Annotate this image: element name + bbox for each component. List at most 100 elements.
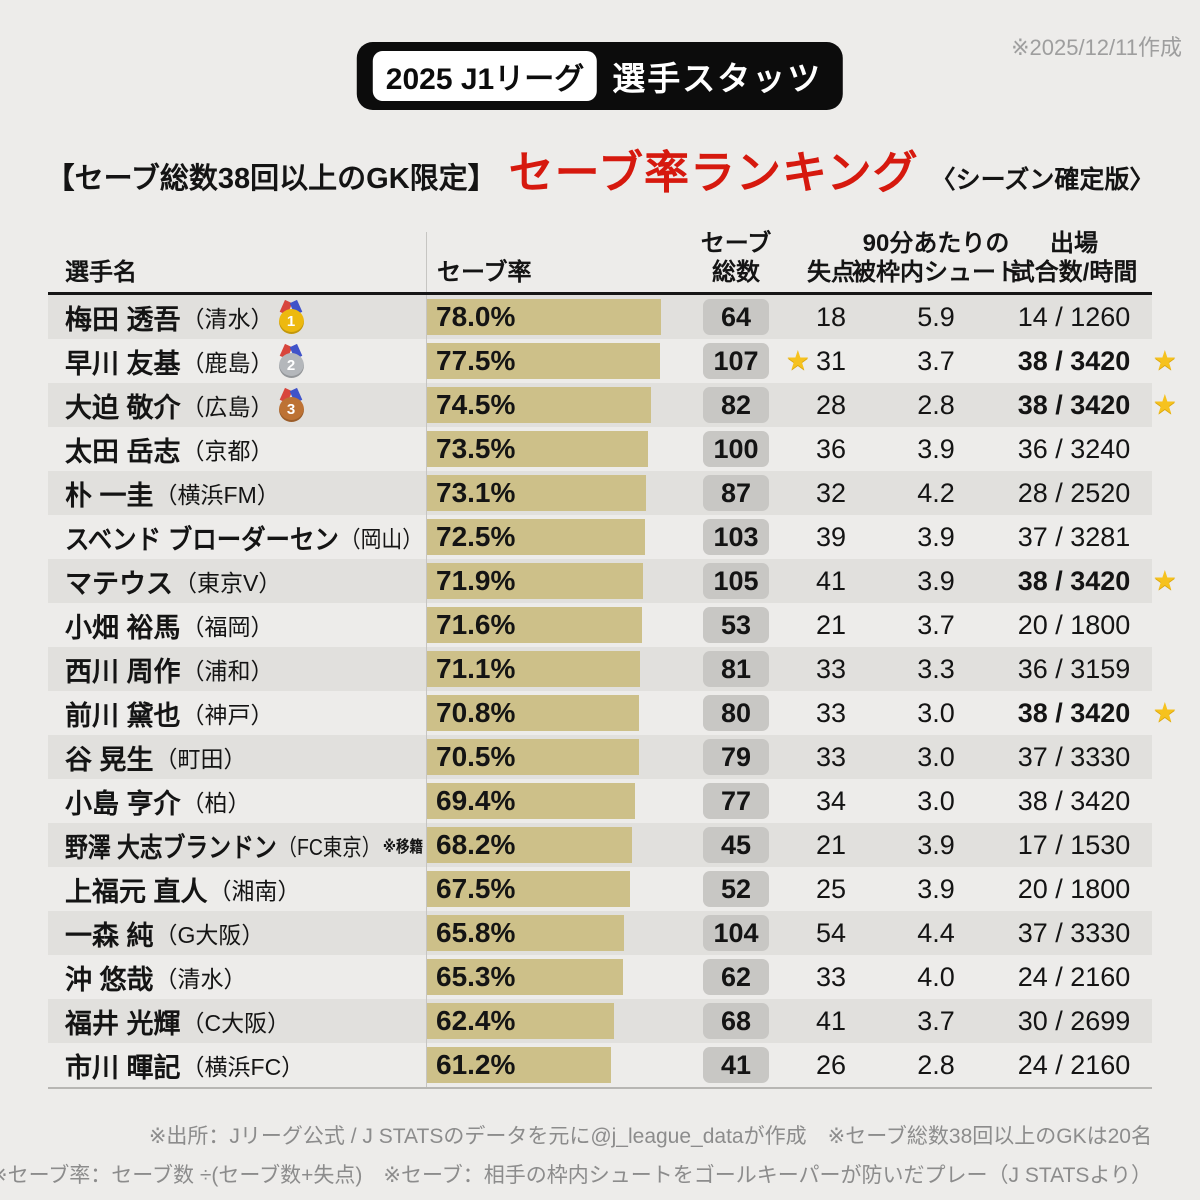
save-rate-bar: 73.5% (427, 431, 648, 467)
player-name-cell: 朴 一圭 （横浜FM） (48, 471, 426, 515)
footnote-line-2: ※セーブ率：セーブ数 ÷(セーブ数+失点) ※セーブ：相手の枠内シュートをゴール… (0, 1163, 1152, 1187)
goals-conceded-cell: 18 (815, 301, 847, 332)
goals-conceded-cell: 33 (815, 697, 847, 728)
player-club: （鹿島） (181, 350, 274, 376)
save-rate-bar: 71.9% (427, 563, 643, 599)
player-name: 早川 友基 (65, 348, 181, 379)
player-name: 小島 亨介 (65, 788, 181, 819)
appearances-cell: 38 / 3420 (996, 779, 1152, 823)
appearances-value: 28 / 2520 (1017, 477, 1131, 508)
appearances-value: 30 / 2699 (1017, 1005, 1131, 1036)
save-rate-bar: 78.0% (427, 299, 661, 335)
player-club: （横浜FM） (154, 482, 280, 508)
player-club: （FC東京） (277, 834, 382, 860)
save-rate-cell: 74.5% (426, 383, 686, 427)
player-name-cell: 上福元 直人 （湘南） (48, 867, 426, 911)
medal-rank-number: 1 (278, 308, 304, 334)
appearances-value: 37 / 3330 (1017, 741, 1131, 772)
title-badge: 2025 J1リーグ 選手スタッツ (356, 42, 844, 110)
player-name-wrap: 沖 悠哉 （清水） (65, 958, 247, 997)
table-row: 上福元 直人 （湘南） 67.5% 52 25 3.9 20 / 1800 (48, 867, 1152, 911)
table-row: 西川 周作 （浦和） 71.1% 81 33 3.3 36 / 3159 (48, 647, 1152, 691)
player-name-wrap: 市川 暉記 （横浜FC） (65, 1046, 304, 1085)
goals-conceded-cell: 26 (815, 1049, 847, 1080)
subtitle-edition: 〈シーズン確定版〉 (930, 166, 1155, 194)
player-club: （横浜FC） (181, 1054, 305, 1080)
appearances-value: 36 / 3240 (1017, 433, 1131, 464)
shots-per90-cell: 3.0 (917, 697, 955, 728)
medal-rank-number: 2 (278, 352, 304, 378)
player-name-cell: 梅田 透吾 （清水） 1 (48, 295, 426, 339)
saves-total-cell: 52 (686, 867, 786, 911)
player-club: （湘南） (208, 878, 301, 904)
player-name: 谷 晃生 (65, 744, 154, 775)
goals-conceded-cell: 28 (815, 389, 847, 420)
appearances-cell: 28 / 2520 (996, 471, 1152, 515)
save-rate-cell: 61.2% (426, 1043, 686, 1087)
player-name-cell: 一森 純（G大阪） (48, 911, 426, 955)
shots-per90-cell: 3.9 (917, 829, 955, 860)
save-rate-bar: 65.3% (427, 959, 623, 995)
goals-conceded-cell: 33 (815, 741, 847, 772)
col-header-shots-per90: 90分あたりの 被枠内シュート (852, 230, 1020, 286)
shots-per90-cell: 3.9 (917, 565, 955, 596)
shots-per90-cell: 3.0 (917, 785, 955, 816)
player-name-wrap: 福井 光輝 （C大阪） (65, 1002, 290, 1041)
save-rate-value: 71.9% (436, 565, 516, 596)
player-name: 梅田 透吾 (65, 304, 181, 335)
save-rate-value: 78.0% (436, 301, 516, 332)
table-row: 沖 悠哉 （清水） 65.3% 62 33 4.0 24 / 2160 (48, 955, 1152, 999)
save-rate-cell: 67.5% (426, 867, 686, 911)
saves-total-cell: 68 (686, 999, 786, 1043)
goals-conceded-cell: 25 (815, 873, 847, 904)
shots-per90-cell: 4.4 (917, 917, 955, 948)
goals-conceded-cell: 21 (815, 829, 847, 860)
player-name-wrap: 谷 晃生 （町田） (65, 738, 247, 777)
table-row: 梅田 透吾 （清水） 1 78.0% 64 18 5.9 14 / 1260 (48, 295, 1152, 339)
save-rate-cell: 68.2% (426, 823, 686, 867)
save-rate-value: 67.5% (436, 873, 516, 904)
appearances-value: 17 / 1530 (1017, 829, 1131, 860)
medal-rank-number: 3 (278, 396, 304, 422)
table-row: 前川 黛也 （神戸） 70.8% 80 33 3.0 38 / 3420 ★ (48, 691, 1177, 735)
save-rate-bar: 77.5% (427, 343, 660, 379)
player-name-wrap: 前川 黛也 （神戸） (65, 694, 274, 733)
player-name-wrap: 太田 岳志 （京都） (65, 430, 274, 469)
appearances-cell: 37 / 3330 (996, 911, 1152, 955)
player-name: 西川 周作 (65, 656, 181, 687)
player-club: （G大阪） (154, 922, 265, 948)
save-rate-value: 70.5% (436, 741, 516, 772)
appearances-value: 20 / 1800 (1017, 873, 1131, 904)
save-rate-cell: 71.9% (426, 559, 686, 603)
player-name: 大迫 敬介 (65, 392, 181, 423)
saves-total-value: 77 (703, 783, 769, 819)
col-header-appearances: 出場 試合数/時間 (1010, 230, 1138, 286)
save-rate-cell: 65.8% (426, 911, 686, 955)
player-name: マテウス (65, 568, 173, 599)
player-club: （C大阪） (181, 1010, 291, 1036)
player-name: 太田 岳志 (65, 436, 181, 467)
save-rate-value: 71.6% (436, 609, 516, 640)
goals-conceded-cell: 54 (815, 917, 847, 948)
save-rate-cell: 62.4% (426, 999, 686, 1043)
appearances-cell: 38 / 3420 ★ (996, 559, 1177, 603)
appearances-value: 38 / 3420 (1017, 345, 1131, 376)
save-rate-value: 74.5% (436, 389, 516, 420)
star-icon: ★ (1152, 345, 1177, 376)
table-row: 一森 純（G大阪） 65.8% 104 54 4.4 37 / 3330 (48, 911, 1152, 955)
player-name-cell: 小畑 裕馬 （福岡） (48, 603, 426, 647)
player-name: 沖 悠哉 (65, 964, 154, 995)
goals-conceded-cell: 34 (815, 785, 847, 816)
saves-total-value: 81 (703, 651, 769, 687)
save-rate-value: 73.1% (436, 477, 516, 508)
player-name: 朴 一圭 (65, 480, 154, 511)
appearances-cell: 17 / 1530 (996, 823, 1152, 867)
saves-total-cell: 62 (686, 955, 786, 999)
bronze-medal-icon: 3 (278, 389, 304, 422)
save-rate-bar: 70.8% (427, 695, 639, 731)
appearances-value: 38 / 3420 (1017, 785, 1131, 816)
goals-conceded-cell: 32 (815, 477, 847, 508)
created-date-note: ※2025/12/11作成 (1011, 35, 1182, 60)
shots-per90-cell: 2.8 (917, 1049, 955, 1080)
saves-total-value: 79 (703, 739, 769, 775)
